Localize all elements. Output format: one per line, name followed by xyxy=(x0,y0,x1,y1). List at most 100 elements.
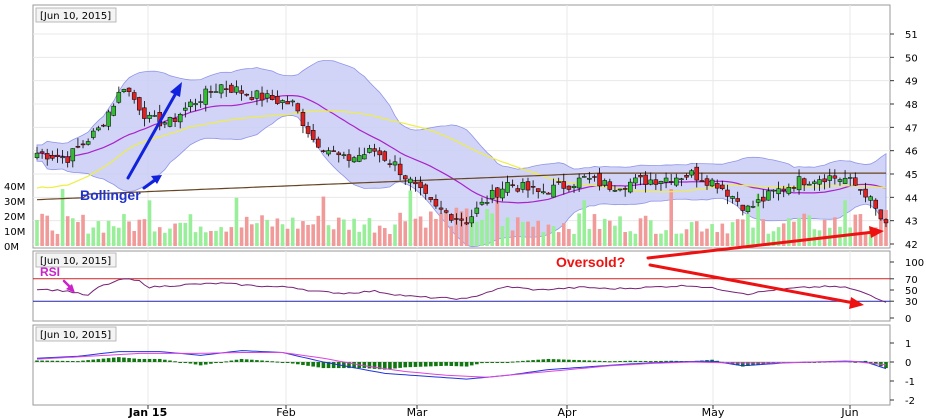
candle-body xyxy=(628,181,633,193)
macd-histogram-bar xyxy=(567,359,571,362)
candle-body xyxy=(663,177,669,183)
volume-bar xyxy=(280,224,285,246)
candle-body xyxy=(331,150,336,152)
candle-body xyxy=(709,179,715,187)
macd-histogram-bar xyxy=(316,362,321,368)
candle-body xyxy=(495,187,500,198)
candle-body xyxy=(167,117,173,127)
candle-body xyxy=(152,115,157,117)
volume-bar xyxy=(485,208,489,246)
volume-bar xyxy=(746,214,750,246)
macd-histogram-bar xyxy=(117,357,121,362)
candle-body xyxy=(858,189,863,191)
macd-histogram-bar xyxy=(623,360,627,362)
macd-histogram-bar xyxy=(659,360,663,362)
candle-body xyxy=(617,188,623,191)
macd-histogram-bar xyxy=(740,362,745,367)
volume-bar xyxy=(781,223,786,246)
volume-bar xyxy=(342,219,346,246)
candle-body xyxy=(761,196,766,202)
macd-histogram-bar xyxy=(255,360,259,362)
volume-bar xyxy=(229,227,234,246)
volume-bar xyxy=(234,197,239,246)
macd-histogram-bar xyxy=(475,362,479,365)
macd-histogram-bar xyxy=(403,362,408,368)
candle-body xyxy=(822,178,827,183)
volume-bar xyxy=(700,231,704,246)
candle-body xyxy=(530,186,536,188)
macd-histogram-bar xyxy=(638,360,643,362)
candle-body xyxy=(80,143,86,146)
volume-bar xyxy=(879,210,883,246)
volume-bar xyxy=(659,233,663,246)
volume-bar xyxy=(638,218,643,246)
candle-body xyxy=(249,97,255,100)
macd-histogram-bar xyxy=(290,362,295,364)
candle-body xyxy=(183,107,188,111)
volume-bar xyxy=(336,217,341,246)
candle-body xyxy=(193,103,198,106)
candle-body xyxy=(44,153,50,160)
macd-histogram-bar xyxy=(561,359,566,362)
candle-body xyxy=(842,177,848,184)
macd-histogram-bar xyxy=(178,362,183,363)
macd-histogram-bar xyxy=(515,361,520,363)
candle-body xyxy=(356,155,362,162)
volume-bar xyxy=(643,215,648,246)
candle-body xyxy=(720,184,725,189)
macd-histogram-bar xyxy=(234,359,239,362)
macd-histogram-bar xyxy=(188,362,193,364)
macd-histogram-bar xyxy=(40,360,44,362)
volume-bar xyxy=(439,213,443,246)
macd-histogram-bar xyxy=(633,360,638,362)
volume-bar xyxy=(546,224,551,246)
rsi-label: RSI xyxy=(40,265,60,279)
volume-bar xyxy=(531,226,535,246)
candle-body xyxy=(556,181,561,183)
candle-body xyxy=(137,97,142,111)
macd-histogram-bar xyxy=(751,362,755,366)
volume-tick-label: 0M xyxy=(4,242,19,253)
macd-histogram-bar xyxy=(372,362,377,369)
candle-body xyxy=(377,150,382,156)
price-tick-label: 50 xyxy=(905,53,918,64)
volume-bar xyxy=(244,216,249,246)
macd-histogram-bar xyxy=(50,360,55,362)
candle-body xyxy=(397,163,403,176)
macd-histogram-bar xyxy=(214,362,218,363)
volume-bar xyxy=(106,220,111,246)
volume-bar xyxy=(76,222,80,246)
candle-body xyxy=(454,218,459,220)
candle-body xyxy=(223,88,229,90)
candle-body xyxy=(755,199,761,203)
volume-bar xyxy=(613,225,617,246)
candle-body xyxy=(786,187,792,194)
candle-body xyxy=(725,189,730,197)
candle-body xyxy=(382,151,388,161)
volume-bar xyxy=(331,229,336,246)
candle-body xyxy=(290,100,295,103)
candle-body xyxy=(39,151,45,154)
candle-body xyxy=(633,177,638,184)
volume-bar xyxy=(608,220,612,246)
candle-body xyxy=(776,188,781,195)
volume-bar xyxy=(526,221,530,246)
macd-histogram-bar xyxy=(203,362,208,365)
oversold-arrow-upper xyxy=(646,230,876,260)
bollinger-arrowhead-short xyxy=(151,175,162,184)
x-tick-label: Jun xyxy=(840,406,858,418)
candle-body xyxy=(674,177,679,186)
candle-body xyxy=(817,179,822,185)
volume-bar xyxy=(35,219,39,246)
volume-bar xyxy=(265,219,269,246)
volume-bar xyxy=(449,226,454,246)
macd-histogram-bar xyxy=(163,359,167,362)
macd-histogram-bar xyxy=(296,362,300,365)
volume-bar xyxy=(260,215,264,246)
volume-bar xyxy=(250,224,254,246)
rsi-tick-label: 70 xyxy=(905,275,918,286)
macd-date-label: [Jun 10, 2015] xyxy=(40,330,111,341)
volume-bar xyxy=(173,223,177,246)
volume-bar xyxy=(541,232,546,246)
volume-bar xyxy=(40,213,44,246)
